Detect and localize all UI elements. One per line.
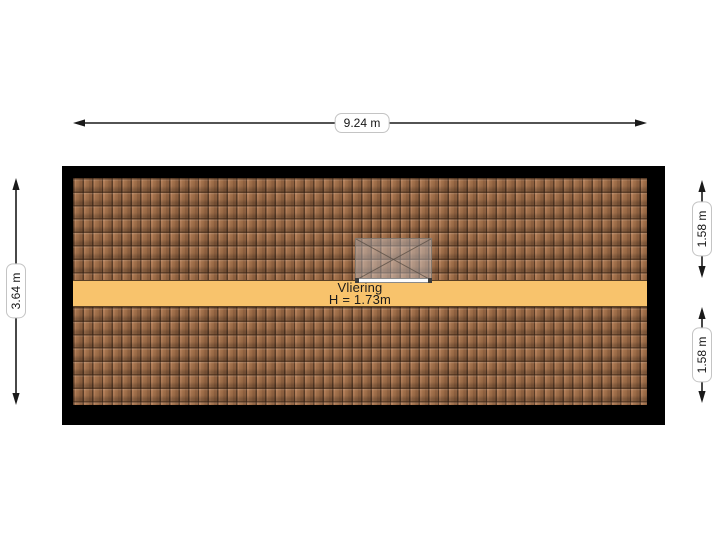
skylight-cross-icon: [356, 239, 431, 280]
room-name: Vliering: [337, 280, 383, 295]
skylight-sill: [355, 278, 432, 283]
room-height: H = 1.73m: [328, 291, 392, 307]
attic-plan: Vliering H = 1.73m: [62, 166, 665, 425]
sill-cap-left: [355, 278, 359, 283]
room-label: Vliering H = 1.73m: [73, 281, 647, 305]
plan-interior: Vliering H = 1.73m: [73, 178, 647, 405]
dimension-height-label: 3.64 m: [6, 263, 26, 319]
dimension-width-label: 9.24 m: [334, 113, 390, 133]
dimension-right-top-label: 1.58 m: [692, 201, 712, 257]
roof-section-bottom: [73, 307, 647, 405]
roof-section-top: [73, 178, 647, 280]
sill-cap-right: [428, 278, 432, 283]
dimension-right-bottom-label: 1.58 m: [692, 327, 712, 383]
vliering-strip: Vliering H = 1.73m: [73, 280, 647, 307]
skylight: [355, 238, 432, 283]
